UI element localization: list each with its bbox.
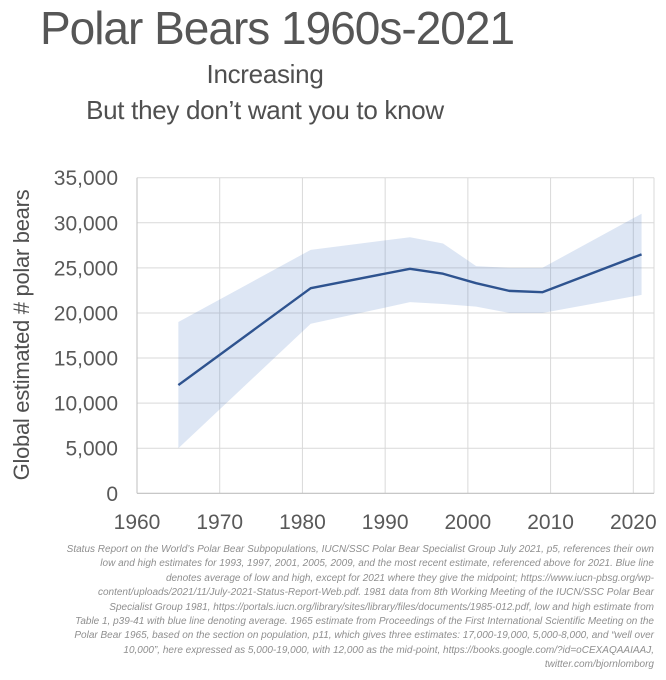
y-tick-label: 10,000 <box>54 393 118 416</box>
y-tick-label: 35,000 <box>54 167 118 190</box>
footnote-line: content/uploads/2021/11/July-2021-Status… <box>97 587 654 599</box>
y-tick-label: 0 <box>106 483 118 506</box>
footnote: Status Report on the World’s Polar Bear … <box>8 543 654 673</box>
x-tick-label: 1990 <box>362 511 409 534</box>
x-tick-label: 2000 <box>445 511 492 534</box>
x-tick-label: 2020 <box>610 511 657 534</box>
page-title: Polar Bears 1960s-2021 <box>39 2 515 54</box>
x-tick-label: 2010 <box>527 511 574 534</box>
x-tick-label: 1970 <box>196 511 243 534</box>
y-tick-label: 20,000 <box>54 302 118 325</box>
average-line <box>177 253 642 387</box>
x-tick-label: 1960 <box>114 511 161 534</box>
y-tick-label: 30,000 <box>54 212 118 235</box>
y-tick-label: 15,000 <box>54 348 118 371</box>
footnote-line: denotes average of low and high, except … <box>165 572 654 584</box>
footnote-line: twitter.com/bjornlomborg <box>544 659 654 671</box>
footnote-line: Table 1, p39-41 with blue line denoting … <box>75 616 654 628</box>
y-tick-label: 5,000 <box>65 438 118 461</box>
footnote-line: 10,000”, here expressed as 5,000-19,000,… <box>123 644 654 656</box>
footnote-line: Status Report on the World’s Polar Bear … <box>66 544 654 555</box>
y-tick-label: 25,000 <box>54 257 118 280</box>
footnote-line: low and high estimates for 1993, 1997, 2… <box>100 558 654 570</box>
footnote-line: Specialist Group 1981, https://portals.i… <box>109 601 654 613</box>
x-tick-label: 1980 <box>279 511 326 534</box>
subtitle-line-1: Increasing <box>206 59 324 89</box>
footnote-line: Polar Bear 1965, based on the section on… <box>74 630 654 642</box>
subtitle-line-2: But they don’t want you to know <box>86 95 444 125</box>
low-high-band <box>178 213 642 449</box>
polar-bear-trend-chart: 0 5,000 10,000 15,000 20,000 25,000 30,000 35,0… <box>54 167 657 534</box>
